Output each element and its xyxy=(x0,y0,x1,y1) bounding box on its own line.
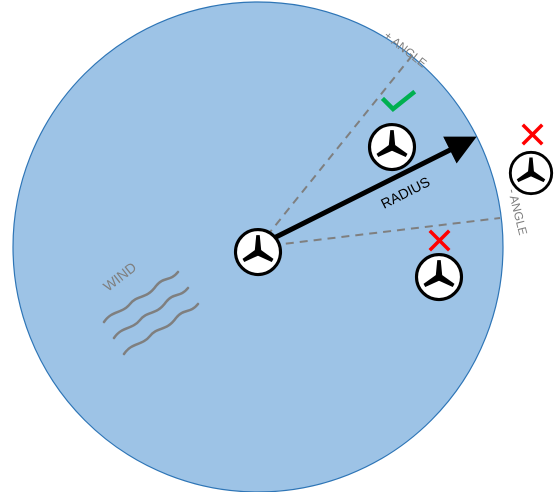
wind-turbine-icon xyxy=(508,150,554,196)
check-mark-icon xyxy=(380,89,417,113)
radius-arrow xyxy=(268,136,477,243)
wind-turbine-icon xyxy=(367,122,417,172)
minus-angle-line xyxy=(257,217,501,248)
cross-mark-icon xyxy=(521,123,544,146)
minus-angle-label: - ANGLE xyxy=(505,187,530,236)
cross-mark-icon xyxy=(428,229,451,252)
wind-turbine-icon xyxy=(233,227,283,277)
wind-turbine-icon xyxy=(414,252,464,302)
wind-icon xyxy=(102,270,200,356)
